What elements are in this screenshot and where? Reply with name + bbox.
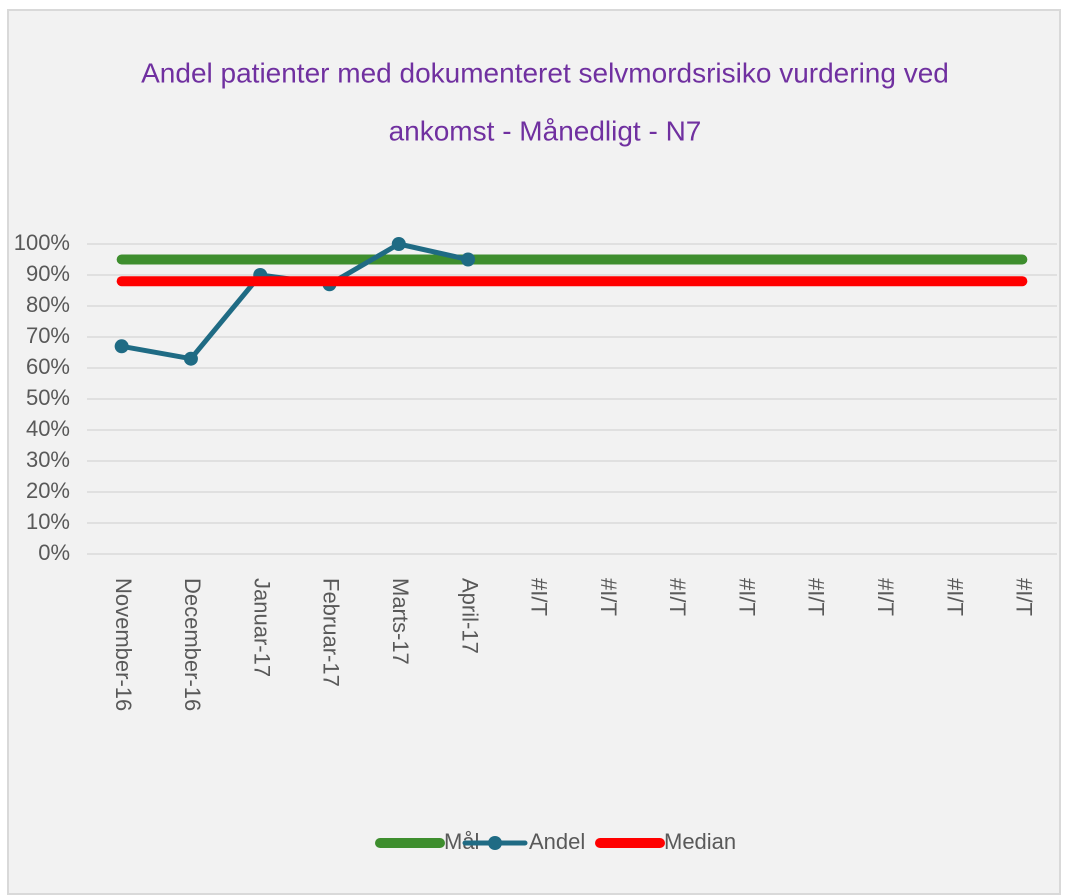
data-point: [114, 339, 129, 354]
y-tick-label: 0%: [38, 540, 70, 565]
chart-title: Andel patienter med dokumenteret selvmor…: [141, 57, 949, 88]
y-tick-label: 30%: [26, 447, 70, 472]
y-tick-label: 80%: [26, 292, 70, 317]
legend-label: Median: [664, 829, 736, 854]
x-tick-label: #I/T: [804, 578, 829, 616]
x-tick-label: #I/T: [596, 578, 621, 616]
data-point: [183, 351, 198, 366]
x-tick-label: Januar-17: [249, 578, 274, 677]
x-tick-label: #I/T: [1012, 578, 1037, 616]
legend-marker: [488, 836, 502, 850]
y-tick-label: 70%: [26, 323, 70, 348]
x-tick-label: November-16: [111, 578, 136, 711]
x-tick-label: #I/T: [665, 578, 690, 616]
x-tick-label: April-17: [457, 578, 482, 654]
y-tick-label: 10%: [26, 509, 70, 534]
legend-label: Andel: [529, 829, 585, 854]
y-tick-label: 40%: [26, 416, 70, 441]
x-tick-label: Februar-17: [319, 578, 344, 687]
y-tick-label: 100%: [14, 230, 70, 255]
data-point: [461, 252, 476, 267]
x-tick-label: December-16: [180, 578, 205, 711]
data-point: [391, 237, 406, 251]
x-tick-label: #I/T: [942, 578, 967, 616]
chart-title: ankomst - Månedligt - N7: [389, 115, 702, 146]
y-tick-label: 20%: [26, 478, 70, 503]
y-tick-label: 60%: [26, 354, 70, 379]
x-tick-label: Marts-17: [388, 578, 413, 665]
y-tick-label: 50%: [26, 385, 70, 410]
x-tick-label: #I/T: [873, 578, 898, 616]
y-tick-label: 90%: [26, 261, 70, 286]
x-tick-label: #I/T: [734, 578, 759, 616]
x-tick-label: #I/T: [527, 578, 552, 616]
chart-background: [7, 9, 1061, 895]
